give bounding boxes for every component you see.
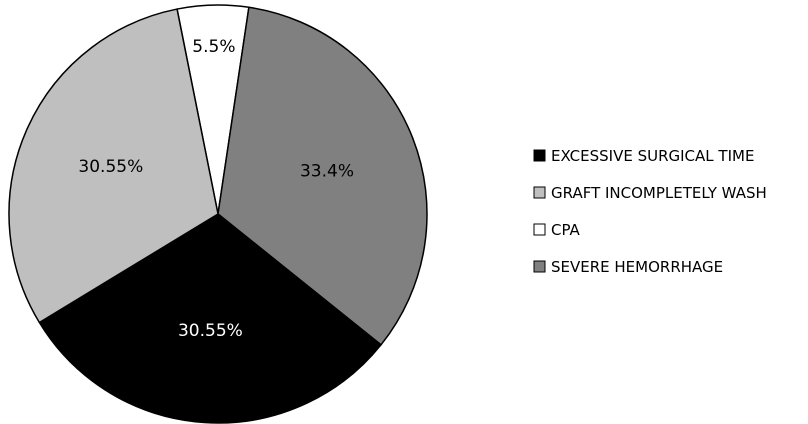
legend-swatch-graft-incompletely-wash <box>533 186 546 199</box>
legend-swatch-cpa <box>533 223 546 236</box>
legend: EXCESSIVE SURGICAL TIME GRAFT INCOMPLETEL… <box>533 147 767 276</box>
slice-label-excessive-surgical-time: 30.55% <box>178 321 243 341</box>
pie-slice-severe-hemorrhage <box>217 6 428 346</box>
slice-label-cpa: 5.5% <box>192 37 235 57</box>
legend-swatch-severe-hemorrhage <box>533 260 546 273</box>
pie-slice-graft-incompletely-wash <box>8 8 219 324</box>
legend-label-severe-hemorrhage: SEVERE HEMORRHAGE <box>551 258 723 276</box>
legend-label-excessive-surgical-time: EXCESSIVE SURGICAL TIME <box>551 147 754 165</box>
pie-slices <box>8 4 428 424</box>
slice-label-graft-incompletely-wash: 30.55% <box>78 157 143 177</box>
legend-swatch-excessive-surgical-time <box>533 149 546 162</box>
pie-slice-excessive-surgical-time <box>38 213 382 424</box>
legend-label-graft-incompletely-wash: GRAFT INCOMPLETELY WASH <box>551 184 767 202</box>
legend-label-cpa: CPA <box>551 221 581 239</box>
slice-label-severe-hemorrhage: 33.4% <box>300 161 354 181</box>
slice-labels: 5.5% 33.4% 30.55% 30.55% <box>78 37 354 341</box>
